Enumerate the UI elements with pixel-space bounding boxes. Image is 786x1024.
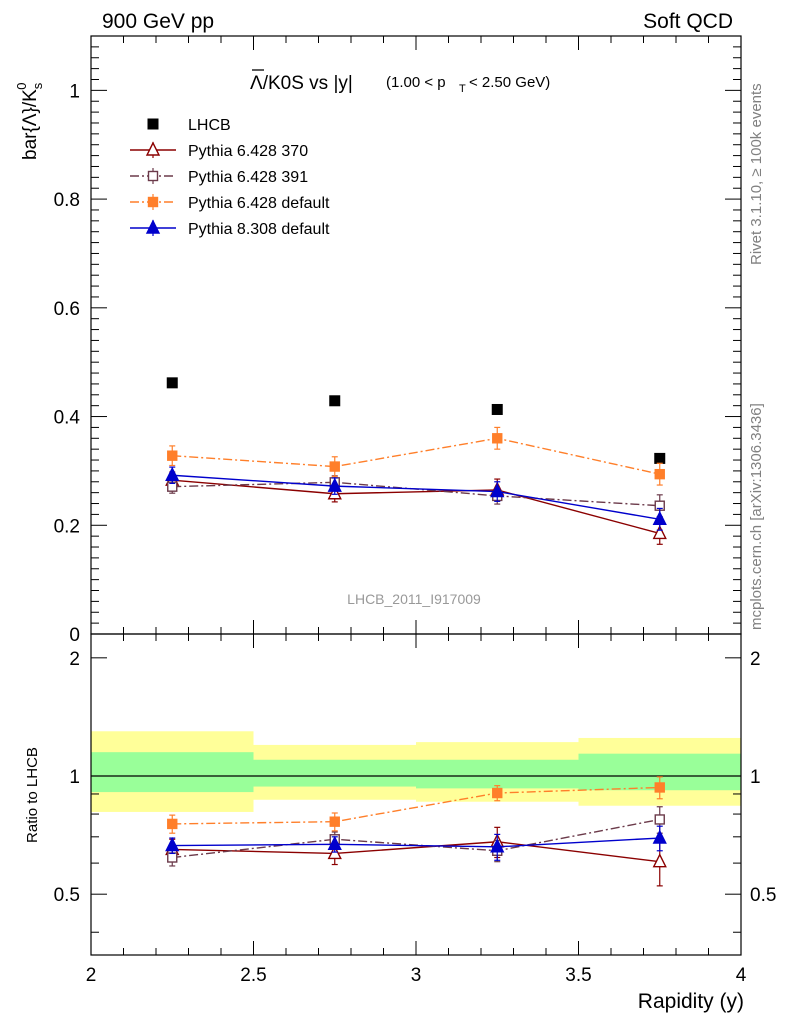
ratio-y-tick-label: 2 [69,649,80,670]
main-ylabel: bar{Λ}/Ks0 [14,82,45,160]
x-tick-label: 4 [736,965,747,986]
legend-label: Pythia 6.428 default [188,195,330,212]
header-right: Soft QCD [643,10,733,33]
data-point [652,524,667,540]
y-tick-label: 0 [69,625,80,646]
data-point [329,461,340,472]
main-panel: 0 0.2 0.4 0.6 0.8 1 LHCB Pythia 6.428 370 Pythia… [54,35,742,646]
legend-label: Pythia 6.428 370 [188,143,308,160]
main-title-sub: (1.00 < p [386,74,446,91]
y-tick-label: 0.4 [54,408,81,429]
series-line [172,786,660,825]
main-title-sub-tail: < 2.50 GeV) [469,74,550,91]
ratio-y-tick-label: 0.5 [54,885,80,906]
series-line [172,841,660,863]
legend-marker [145,141,161,156]
data-point [165,837,180,852]
ratio-y-tick-label-right: 0.5 [750,885,776,906]
data-point [327,835,342,850]
y-tick-label: 0.2 [54,516,80,537]
data-point [490,838,505,853]
y-tick-label: 0.6 [54,299,80,320]
x-tick-label: 2 [86,965,97,986]
data-point [492,433,503,444]
svg-text:bar{Λ}/Ks0: bar{Λ}/Ks0 [14,82,45,160]
band-green-1 [253,759,416,787]
legend-label: LHCB [188,117,231,134]
series-line [172,474,660,520]
data-point [167,852,178,863]
legend-label: Pythia 8.308 default [188,221,330,238]
series-line [172,837,660,848]
data-point [327,477,342,492]
watermark: LHCB_2011_I917009 [347,591,481,607]
ratio-ylabel: Ratio to LHCB [24,747,41,843]
data-point [329,816,340,827]
header-left: 900 GeV pp [102,10,214,33]
main-title-text: Λ/K0S vs |y| [250,73,353,94]
data-point [165,466,180,481]
ratio-y-tick-label-right: 1 [750,767,761,788]
data-point [654,782,665,793]
data-point [652,829,667,844]
legend-label: Pythia 6.428 391 [188,169,308,186]
ratio-y-tick-label-right: 2 [750,649,761,670]
band-green-0 [91,752,254,793]
main-title: Λ/K0S vs |y| (1.00 < p T < 2.50 GeV) [250,69,550,95]
y-tick-label: 0.8 [54,190,80,211]
data-point [166,377,178,389]
series-line [172,479,660,535]
legend-marker [145,219,161,234]
data-point [167,818,178,830]
main-ylabel-sub: s [30,82,45,89]
main-title-sub-subscript: T [459,83,466,95]
data-point [652,853,667,868]
x-axis-label: Rapidity (y) [638,990,744,1013]
legend-marker [147,170,159,182]
x-tick-label: 3 [411,965,422,986]
data-point [491,403,503,415]
legend-marker [147,196,159,208]
data-point [654,814,665,825]
band-green-2 [416,759,579,789]
x-tick-label: 3.5 [565,965,591,986]
x-tick-label: 2.5 [240,965,266,986]
main-ylabel-sup: 0 [14,82,29,89]
data-point [329,395,341,407]
ratio-y-tick-label: 1 [69,767,80,788]
mcplots-label: mcplots.cern.ch [arXiv:1306.3436] [748,403,765,630]
data-point [492,787,503,799]
ratio-panel: 2 2.5 3 3.5 4 0.5 0.5 1 1 2 2 [54,36,776,986]
y-tick-label: 1 [69,81,80,102]
data-point [652,510,667,525]
rivet-label: Rivet 3.1.10, ≥ 100k events [748,83,765,265]
legend: LHCB Pythia 6.428 370 Pythia 6.428 391 Pyth… [130,117,330,238]
legend-marker [147,118,159,130]
series-line [172,437,660,475]
main-ylabel-text: bar{Λ}/K [20,89,41,160]
data-point [490,483,505,498]
data-point [654,468,665,480]
data-point [167,450,178,461]
data-point [654,452,666,464]
